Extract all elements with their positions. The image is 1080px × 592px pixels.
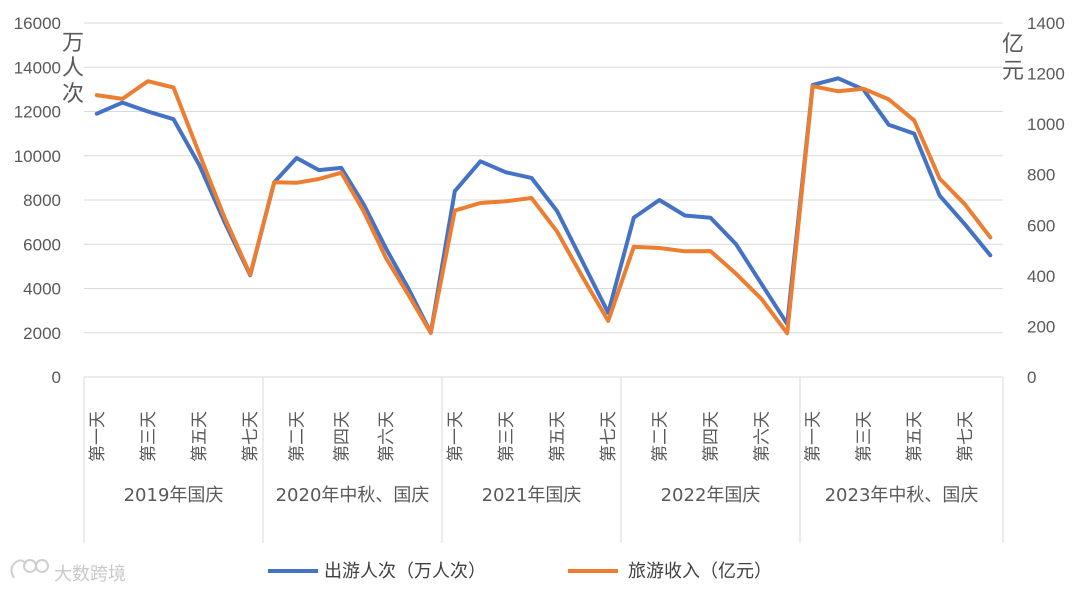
- right-tick-label: 400: [1027, 267, 1055, 286]
- left-axis-unit-char-2: 人: [62, 56, 84, 81]
- right-tick-label: 800: [1027, 166, 1055, 185]
- legend-label-revenue: 旅游收入（亿元）: [628, 561, 772, 582]
- category-label: 第四天: [332, 411, 352, 462]
- left-axis-unit-char-1: 万: [62, 31, 84, 56]
- left-tick-label: 6000: [23, 235, 61, 254]
- category-label: 第一天: [88, 411, 108, 462]
- group-label: 2020年中秋、国庆: [276, 485, 430, 506]
- left-axis-unit-char-3: 次: [62, 82, 84, 107]
- category-label: 第七天: [956, 411, 976, 462]
- right-axis-ticks: 0 200 400 600 800 1000 1200 1400: [1027, 14, 1065, 387]
- group-labels: 2019年国庆 2020年中秋、国庆 2021年国庆 2022年国庆 2023年中秋、国…: [124, 485, 979, 506]
- legend-label-visitors: 出游人次（万人次）: [324, 561, 486, 582]
- watermark: 大数跨境: [10, 559, 126, 585]
- right-axis-unit-char-2: 元: [1002, 59, 1024, 84]
- category-label: 第二天: [288, 411, 308, 462]
- right-tick-label: 1400: [1027, 14, 1065, 33]
- left-tick-label: 2000: [23, 324, 61, 343]
- category-label: 第五天: [190, 411, 210, 462]
- left-tick-label: 10000: [14, 147, 61, 166]
- category-label: 第一天: [804, 411, 824, 462]
- category-labels: 第一天 第三天 第五天 第七天 第二天 第四天 第六天 第一天 第三天 第五天 第七天 第二天 第四天 第…: [88, 411, 976, 462]
- right-tick-label: 1200: [1027, 65, 1065, 84]
- left-tick-label: 12000: [14, 103, 61, 122]
- category-label: 第三天: [139, 411, 159, 462]
- watermark-logo-icon: [10, 559, 49, 579]
- left-tick-label: 16000: [14, 14, 61, 33]
- right-axis-unit-char-1: 亿: [1002, 32, 1024, 57]
- left-tick-label: 0: [52, 368, 61, 387]
- right-tick-label: 1000: [1027, 115, 1065, 134]
- legend: 出游人次（万人次） 旅游收入（亿元）: [268, 561, 772, 582]
- gridlines: [84, 22, 1003, 334]
- category-label: 第三天: [497, 411, 517, 462]
- right-tick-label: 200: [1027, 317, 1055, 336]
- category-label: 第五天: [905, 411, 925, 462]
- right-tick-label: 0: [1027, 368, 1036, 387]
- category-label: 第七天: [599, 411, 619, 462]
- watermark-text: 大数跨境: [54, 564, 126, 585]
- category-label: 第四天: [702, 411, 722, 462]
- group-label: 2019年国庆: [124, 485, 224, 506]
- right-tick-label: 600: [1027, 216, 1055, 235]
- left-tick-label: 14000: [14, 58, 61, 77]
- category-label: 第二天: [650, 411, 670, 462]
- category-label: 第六天: [377, 411, 397, 462]
- series-lines: [94, 76, 993, 336]
- x-axis: [83, 376, 1004, 543]
- category-label: 第一天: [446, 411, 466, 462]
- category-label: 第五天: [548, 411, 568, 462]
- group-label: 2023年中秋、国庆: [825, 485, 979, 506]
- group-label: 2022年国庆: [661, 485, 761, 506]
- group-label: 2021年国庆: [482, 485, 582, 506]
- category-label: 第七天: [241, 411, 261, 462]
- series-line-revenue: [94, 79, 993, 336]
- left-axis-ticks: 0 2000 4000 6000 8000 10000 12000 14000 16000: [14, 14, 61, 387]
- category-label: 第三天: [854, 411, 874, 462]
- series-line-visitors: [94, 76, 993, 335]
- left-tick-label: 8000: [23, 191, 61, 210]
- left-tick-label: 4000: [23, 280, 61, 299]
- category-label: 第六天: [753, 411, 773, 462]
